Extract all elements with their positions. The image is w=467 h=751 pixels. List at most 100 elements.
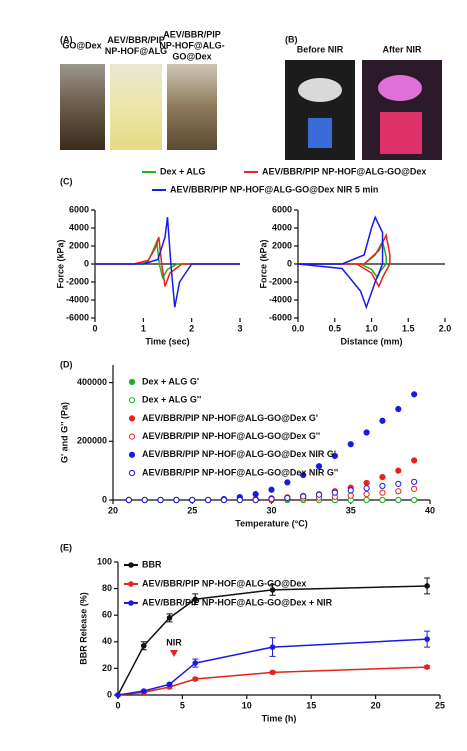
point <box>411 391 418 398</box>
y-tick-label: 60 <box>102 610 112 620</box>
legend-marker <box>128 397 136 404</box>
photo-detail <box>298 78 342 102</box>
point <box>115 692 121 698</box>
legend-marker <box>128 581 134 587</box>
x-tick-label: 1 <box>141 323 146 333</box>
point <box>363 479 370 487</box>
x-tick-label: 20 <box>108 505 118 515</box>
point <box>379 496 386 504</box>
y-tick-label: -2000 <box>66 276 89 286</box>
point <box>157 496 164 504</box>
x-tick-label: 35 <box>346 505 356 515</box>
photo-caption: GO@Dex <box>62 40 101 50</box>
x-axis-title: Distance (mm) <box>340 336 402 346</box>
x-axis-title: Temperature (°C) <box>235 518 307 528</box>
y-tick-label: -6000 <box>269 312 292 322</box>
legend-label: AEV/BBR/PIP NP-HOF@ALG-GO@Dex G' <box>142 413 318 423</box>
point <box>166 681 173 688</box>
x-tick-label: 0.5 <box>328 323 341 333</box>
legend-label: AEV/BBR/PIP NP-HOF@ALG-GO@Dex NIR 5 min <box>170 184 378 194</box>
point <box>379 482 386 490</box>
y-tick-label: -4000 <box>269 294 292 304</box>
point <box>205 496 212 504</box>
point <box>395 405 402 413</box>
y-tick-label: 0 <box>287 258 292 268</box>
legend-marker <box>128 469 136 477</box>
photo-caption: After NIR <box>382 44 422 54</box>
y-tick-label: 200000 <box>77 436 107 446</box>
point <box>300 471 307 479</box>
point <box>268 496 275 503</box>
point <box>395 467 402 474</box>
y-tick-label: 2000 <box>272 240 292 250</box>
point <box>331 452 338 460</box>
point <box>220 496 228 504</box>
point <box>363 485 370 492</box>
x-tick-label: 1.5 <box>402 323 415 333</box>
photo <box>167 64 217 150</box>
photo-detail <box>378 75 422 101</box>
annotation: NIR <box>166 637 182 647</box>
legend-label: Dex + ALG G' <box>142 376 199 386</box>
point <box>192 596 199 603</box>
point <box>140 642 147 649</box>
x-tick-label: 25 <box>435 700 445 710</box>
photo-caption: Before NIR <box>297 44 344 54</box>
point <box>395 496 402 504</box>
point <box>236 496 243 504</box>
series-line <box>117 585 428 696</box>
photo-caption: AEV/BBR/PIP <box>163 29 221 39</box>
point <box>363 429 370 436</box>
x-tick-label: 10 <box>242 700 252 710</box>
photo-detail <box>308 118 332 148</box>
point <box>363 491 370 498</box>
point <box>411 496 418 504</box>
series-line <box>95 236 240 287</box>
point <box>347 441 354 448</box>
legend-label: AEV/BBR/PIP NP-HOF@ALG-GO@Dex <box>262 166 426 176</box>
point <box>424 583 430 589</box>
panel-label: (C) <box>60 176 73 186</box>
y-axis-title: Force (kPa) <box>258 239 268 288</box>
point <box>284 479 291 486</box>
point <box>347 487 354 494</box>
x-tick-label: 0.0 <box>292 323 305 333</box>
point <box>141 496 148 504</box>
photo-caption: AEV/BBR/PIP <box>107 35 165 45</box>
legend-label: AEV/BBR/PIP NP-HOF@ALG-GO@Dex + NIR <box>142 597 333 607</box>
series-line <box>297 215 384 310</box>
point <box>192 660 199 666</box>
point <box>269 669 276 676</box>
point <box>424 664 430 670</box>
point <box>424 636 430 642</box>
point <box>284 494 291 502</box>
x-tick-label: 15 <box>306 700 316 710</box>
y-tick-label: 2000 <box>69 240 89 250</box>
x-tick-label: 2 <box>189 323 194 333</box>
point <box>192 676 199 682</box>
annotation-arrow <box>170 650 178 657</box>
series-line <box>298 239 387 279</box>
legend-marker <box>128 433 136 440</box>
y-tick-label: -4000 <box>66 294 89 304</box>
point <box>189 496 196 504</box>
point <box>395 480 402 487</box>
y-tick-label: 6000 <box>272 204 292 214</box>
panel-label: (A) <box>60 34 73 44</box>
x-tick-label: 0 <box>92 323 97 333</box>
point <box>411 457 418 464</box>
legend-label: AEV/BBR/PIP NP-HOF@ALG-GO@Dex <box>142 578 306 588</box>
y-tick-label: 0 <box>107 689 112 699</box>
panel-label: (E) <box>60 542 72 552</box>
legend-label: AEV/BBR/PIP NP-HOF@ALG-GO@Dex NIR G'' <box>142 467 338 477</box>
x-axis-title: Time (sec) <box>145 336 189 346</box>
legend-marker <box>128 415 136 422</box>
y-axis-title: Force (kPa) <box>55 239 65 288</box>
point <box>173 496 180 504</box>
y-tick-label: 4000 <box>69 222 89 232</box>
legend-marker <box>128 562 134 568</box>
point <box>379 489 386 496</box>
series-line <box>95 238 240 280</box>
y-tick-label: 6000 <box>69 204 89 214</box>
